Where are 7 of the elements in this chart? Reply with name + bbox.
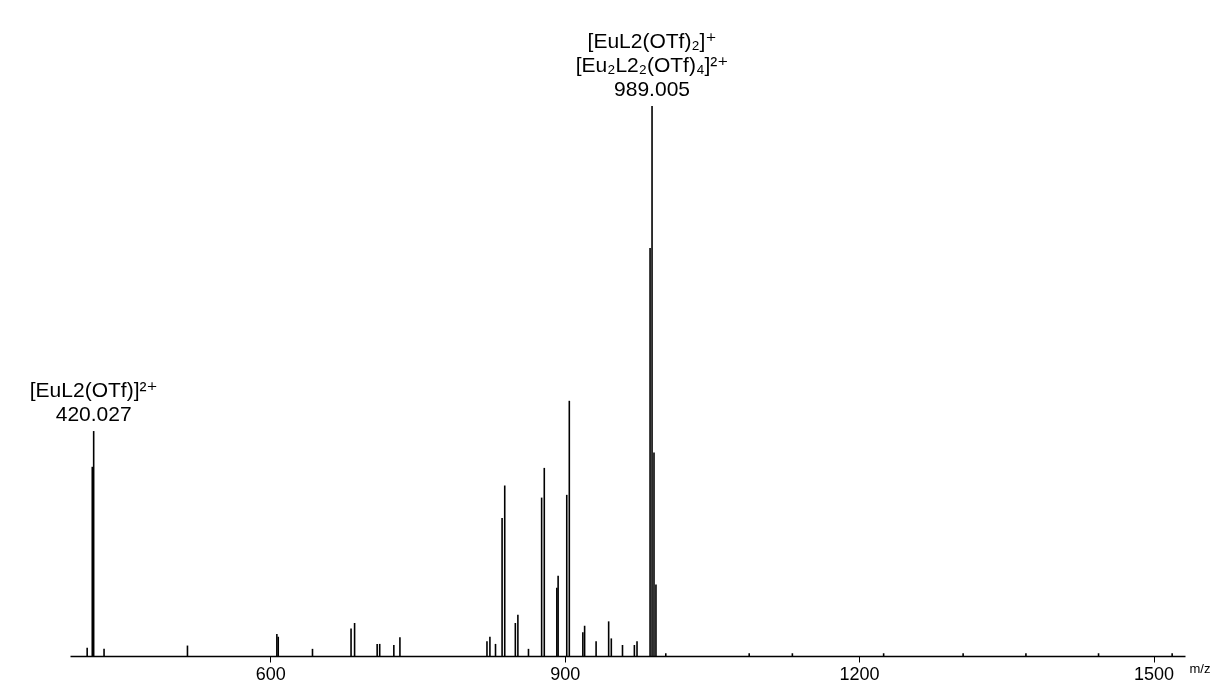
x-axis-title: m/z bbox=[1189, 660, 1211, 676]
annotation: [EuL2(OTf)]²⁺ 420.027 bbox=[29, 378, 158, 426]
x-tick-label: 1500 bbox=[1133, 663, 1175, 684]
annotation: [EuL2(OTf)₂]⁺ [Eu₂L2₂(OTf)₄]²⁺ 989.005 bbox=[575, 29, 729, 100]
x-tick-label: 1200 bbox=[839, 663, 880, 684]
x-tick-label: 900 bbox=[550, 663, 581, 684]
x-tick-label: 600 bbox=[255, 663, 286, 684]
